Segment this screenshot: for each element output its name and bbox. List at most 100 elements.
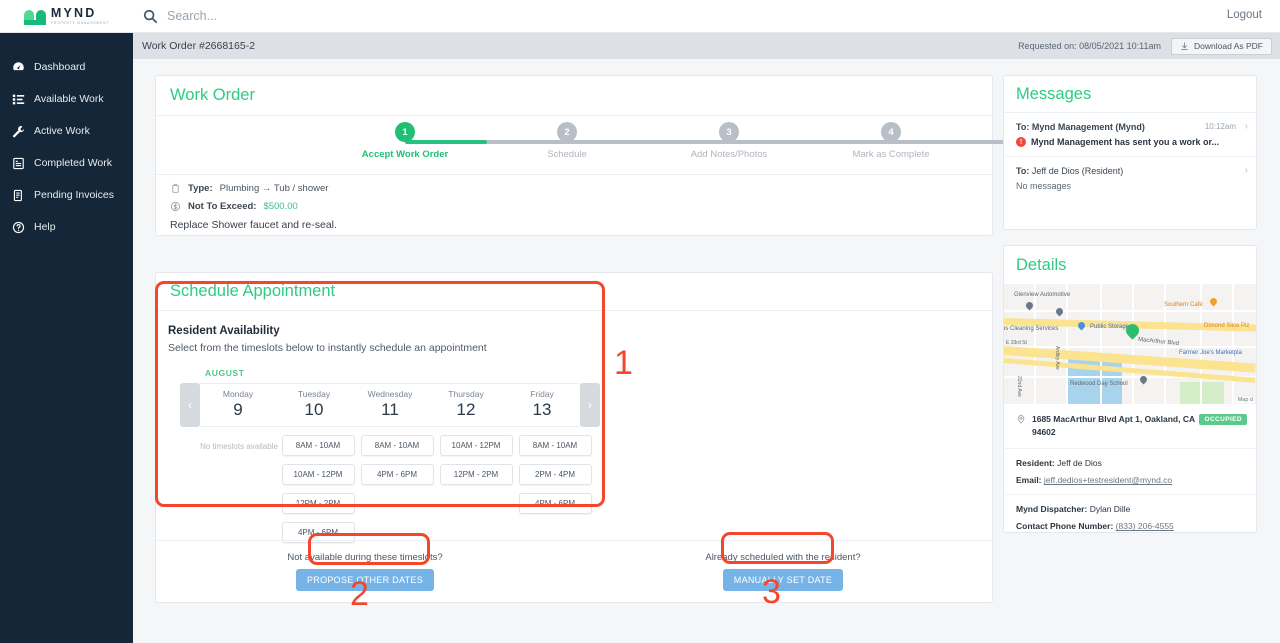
propose-other-dates-button[interactable]: PROPOSE OTHER DATES: [295, 569, 435, 591]
logout-link[interactable]: Logout: [1226, 9, 1262, 21]
manually-set-date-button[interactable]: MANUALLY SET DATE: [722, 569, 844, 591]
calendar-day-wednesday[interactable]: Wednesday 11: [352, 384, 428, 426]
stepper-step-schedule[interactable]: 2 Schedule: [512, 122, 622, 160]
nte-value: $500.00: [263, 201, 298, 212]
timeslot-button[interactable]: 8AM - 10AM: [518, 435, 592, 456]
sidebar-item-help[interactable]: Help: [0, 215, 133, 239]
calendar-day-name: Thursday: [448, 389, 484, 400]
stepper-step-mark-as-complete[interactable]: 4 Mark as Complete: [836, 122, 946, 160]
search-input[interactable]: [167, 9, 467, 23]
dispatcher-section: Mynd Dispatcher: Dylan Dille Contact Pho…: [1004, 495, 1256, 540]
calendar-month-label: AUGUST: [205, 368, 245, 378]
dispatcher-value: Dylan Dille: [1089, 504, 1131, 515]
schedule-title: Schedule Appointment: [170, 282, 336, 300]
sidebar-item-dashboard[interactable]: Dashboard: [0, 55, 133, 79]
manually-set-date-group: Already scheduled with the resident? MAN…: [574, 552, 992, 591]
mynd-house-logo-icon: [23, 8, 46, 25]
calendar-day-number: 9: [233, 400, 243, 420]
resident-section: Resident: Jeff de Dios Email: jeff.dedio…: [1004, 449, 1256, 496]
map-property-pin-icon: [1126, 324, 1139, 342]
timeslot-button[interactable]: 8AM - 10AM: [281, 435, 355, 456]
list-icon: [12, 94, 25, 104]
page-title: Work Order: [170, 86, 255, 104]
step-label: Add Notes/Photos: [690, 149, 768, 160]
timeslot-column-monday: No timeslots available: [200, 435, 278, 551]
step-number-badge: 3: [719, 122, 739, 142]
logo-wordmark: MYND: [50, 6, 97, 21]
email-row: Email: jeff.dedios+testresident@mynd.co: [1016, 475, 1244, 485]
email-link[interactable]: jeff.dedios+testresident@mynd.co: [1043, 475, 1173, 486]
map-label: Ardley Ave: [1054, 346, 1060, 370]
step-number-badge: 4: [881, 122, 901, 142]
resident-key: Resident:: [1016, 458, 1055, 469]
timeslot-button[interactable]: 2PM - 4PM: [518, 464, 592, 485]
message-recipient: To: Jeff de Dios (Resident): [1016, 166, 1246, 176]
message-recipient: To: Mynd Management (Mynd): [1016, 122, 1246, 132]
calendar-prev-week-button[interactable]: ‹: [180, 383, 200, 427]
calendar-next-week-button[interactable]: ›: [580, 383, 600, 427]
mynd-logo[interactable]: MYND PROPERTY MANAGEMENT: [0, 0, 133, 33]
calendar-day-name: Monday: [222, 389, 254, 400]
search-box[interactable]: [143, 9, 467, 23]
timeslot-button[interactable]: 4PM - 6PM: [281, 522, 355, 543]
property-map[interactable]: Glenview Automotive us Cleaning Services…: [1004, 284, 1256, 404]
sidebar-item-label: Dashboard: [34, 61, 86, 73]
sidebar-item-available-work[interactable]: Available Work: [0, 87, 133, 111]
question-circle-icon: [12, 221, 25, 233]
message-to-label: To:: [1016, 166, 1030, 176]
map-poi-icon: [1078, 322, 1085, 332]
calendar-day-name: Wednesday: [367, 389, 413, 400]
calendar-day-friday[interactable]: Friday 13: [504, 384, 580, 426]
calendar-day-thursday[interactable]: Thursday 12: [428, 384, 504, 426]
type-key: Type:: [188, 183, 213, 194]
stepper-step-add-notes-photos[interactable]: 3 Add Notes/Photos: [674, 122, 784, 160]
sidebar-item-label: Help: [34, 221, 56, 233]
stepper-step-accept-work-order[interactable]: 1 Accept Work Order: [350, 122, 460, 160]
sidebar-item-label: Available Work: [34, 93, 104, 105]
timeslot-button[interactable]: 12PM - 2PM: [439, 464, 513, 485]
timeslot-button[interactable]: 4PM - 6PM: [360, 464, 434, 485]
sidebar-nav: Dashboard Available Work Active Work Com…: [0, 33, 133, 643]
timeslot-button[interactable]: 8AM - 10AM: [360, 435, 434, 456]
step-label: Accept Work Order: [361, 149, 449, 160]
stepper-track: [405, 140, 1055, 144]
location-pin-icon: [1017, 415, 1025, 424]
message-thread-mynd-management[interactable]: To: Mynd Management (Mynd) 10:12am › ! M…: [1004, 113, 1256, 156]
dispatcher-key: Mynd Dispatcher:: [1016, 504, 1088, 515]
sidebar-item-active-work[interactable]: Active Work: [0, 119, 133, 143]
timeslot-column-thursday: 10AM - 12PM 12PM - 2PM: [437, 435, 515, 551]
timeslot-button[interactable]: 4PM - 6PM: [518, 493, 592, 514]
work-order-card-header: Work Order: [156, 76, 992, 116]
work-order-meta: Type: Plumbing → Tub / shower Not To Exc…: [156, 174, 992, 231]
step-label: Mark as Complete: [852, 149, 930, 160]
calendar-day-monday[interactable]: Monday 9: [200, 384, 276, 426]
sidebar-item-pending-invoices[interactable]: Pending Invoices: [0, 183, 133, 207]
map-label: us Cleaning Services: [1004, 326, 1059, 332]
sidebar-item-label: Active Work: [34, 125, 90, 137]
timeslot-button[interactable]: 10AM - 12PM: [439, 435, 513, 456]
download-as-pdf-button[interactable]: Download As PDF: [1171, 37, 1272, 55]
map-label: Dimond Slice Piz: [1204, 323, 1250, 329]
map-label: Southern Café: [1164, 302, 1203, 308]
map-label: E 33rd St: [1006, 340, 1027, 346]
phone-link[interactable]: (833) 206-4555: [1115, 521, 1174, 532]
stepper-progress-fill: [405, 140, 487, 144]
timeslot-button[interactable]: 10AM - 12PM: [281, 464, 355, 485]
schedule-appointment-card: Schedule Appointment Resident Availabili…: [155, 272, 993, 603]
message-thread-resident[interactable]: To: Jeff de Dios (Resident) › No message…: [1004, 156, 1256, 200]
timeslot-button[interactable]: 12PM - 2PM: [281, 493, 355, 514]
message-preview: Mynd Management has sent you a work or..…: [1031, 137, 1220, 147]
work-order-subbar: Work Order #2668165-2 Requested on: 08/0…: [133, 33, 1280, 59]
calendar-day-number: 13: [532, 400, 552, 420]
dashboard-icon: [13, 61, 24, 70]
sidebar-item-completed-work[interactable]: Completed Work: [0, 151, 133, 175]
calendar-week-strip: ‹ Monday 9 Tuesday 10 Wednesday: [180, 383, 600, 427]
calendar-day-tuesday[interactable]: Tuesday 10: [276, 384, 352, 426]
messages-title: Messages: [1016, 84, 1092, 103]
property-address-row: 1685 MacArthur Blvd Apt 1, Oakland, CA 9…: [1004, 404, 1256, 450]
timeslot-column-friday: 8AM - 10AM 2PM - 4PM 4PM - 6PM: [516, 435, 594, 551]
property-address: 1685 MacArthur Blvd Apt 1, Oakland, CA 9…: [1032, 414, 1195, 438]
unread-badge-icon: !: [1016, 137, 1026, 147]
work-order-stepper: 1 Accept Work Order 2 Schedule 3 Add Not…: [156, 122, 1084, 174]
map-poi-icon: [1056, 308, 1063, 318]
